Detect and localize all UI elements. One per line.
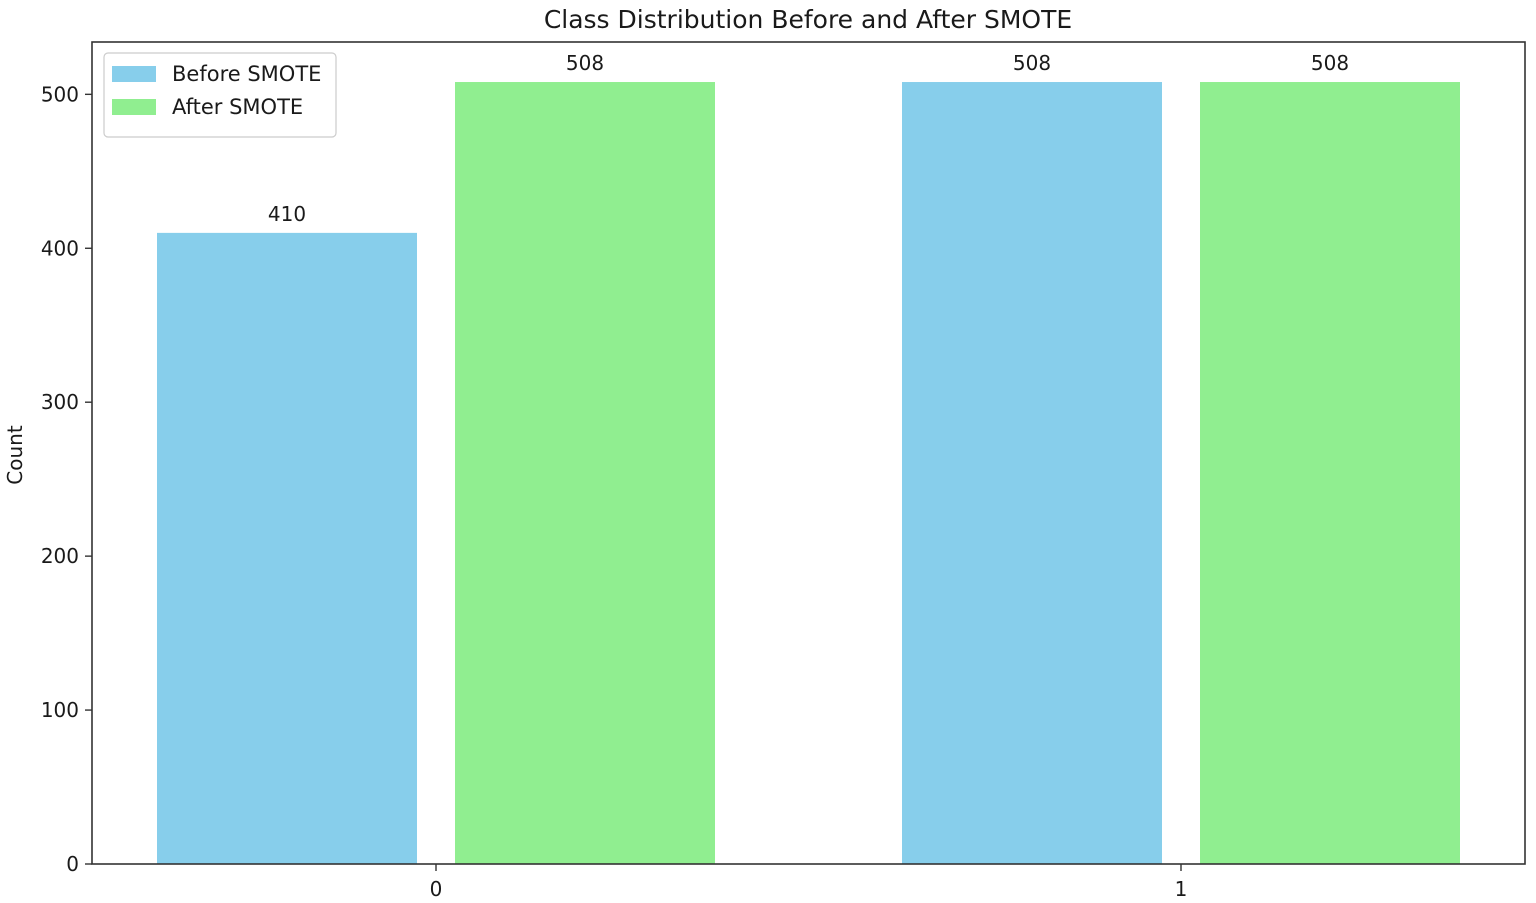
bars-group	[157, 82, 1460, 865]
y-tick-label: 100	[41, 698, 79, 722]
data-label: 410	[268, 202, 306, 226]
legend-entry: After SMOTE	[172, 95, 303, 119]
plot-frame	[91, 41, 1526, 865]
x-tick-label: 1	[1175, 877, 1188, 901]
bar-after-smote-1	[1200, 82, 1460, 865]
legend-swatch	[112, 66, 156, 82]
data-label: 508	[1311, 51, 1349, 75]
y-tick-label: 400	[41, 236, 79, 260]
data-labels-group: 410 508 508 508	[268, 51, 1349, 226]
legend-entry: Before SMOTE	[172, 62, 321, 86]
legend: Before SMOTE After SMOTE	[103, 52, 337, 138]
data-label: 508	[1013, 51, 1051, 75]
y-tick-label: 0	[66, 852, 79, 876]
legend-swatch	[112, 99, 156, 115]
chart-title: Class Distribution Before and After SMOT…	[544, 5, 1072, 34]
bar-before-smote-1	[902, 82, 1162, 865]
legend-frame	[103, 52, 337, 138]
x-tick-label: 0	[430, 877, 443, 901]
bar-before-smote-0	[157, 232, 417, 864]
y-tick-label: 200	[41, 544, 79, 568]
y-tick-label: 300	[41, 390, 79, 414]
y-axis-label: Count	[3, 425, 27, 485]
y-axis: 0 100 200 300 400 500	[41, 82, 92, 876]
y-tick-label: 500	[41, 82, 79, 106]
data-label: 508	[566, 51, 604, 75]
bar-after-smote-0	[455, 82, 715, 865]
